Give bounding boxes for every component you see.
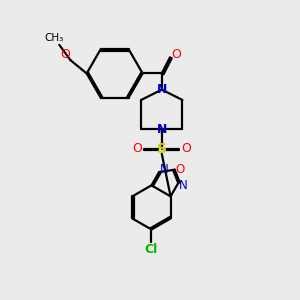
Text: N: N bbox=[157, 123, 167, 136]
Text: N: N bbox=[179, 179, 188, 192]
Text: S: S bbox=[157, 142, 167, 155]
Text: O: O bbox=[60, 48, 70, 62]
Text: O: O bbox=[133, 142, 142, 155]
Text: O: O bbox=[181, 142, 191, 155]
Text: CH₃: CH₃ bbox=[44, 33, 64, 43]
Text: N: N bbox=[157, 83, 167, 96]
Text: Cl: Cl bbox=[145, 243, 158, 256]
Text: O: O bbox=[175, 164, 184, 176]
Text: N: N bbox=[160, 163, 169, 176]
Text: O: O bbox=[172, 48, 182, 61]
